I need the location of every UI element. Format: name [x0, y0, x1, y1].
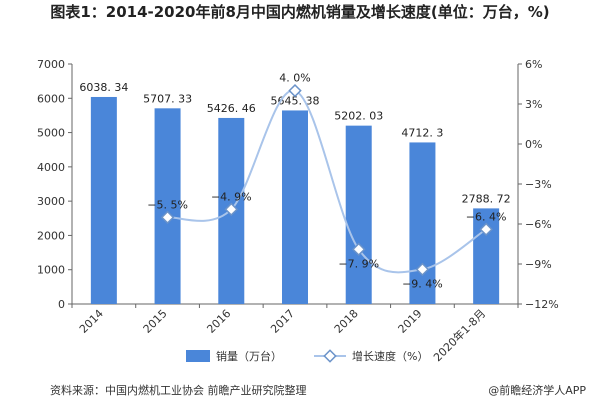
- left-tick-label: 2000: [37, 229, 65, 242]
- growth-value-label: −7. 9%: [338, 257, 379, 270]
- growth-point: [288, 83, 302, 98]
- x-tick-label: 2019: [396, 307, 425, 336]
- bar-value-label: 5426. 46: [207, 102, 256, 115]
- source-note: 资料来源：中国内燃机工业协会 前瞻产业研究院整理: [50, 384, 307, 397]
- x-tick-label: 2020年1-8月: [430, 306, 488, 364]
- bar-value-label: 4712. 3: [401, 126, 443, 139]
- growth-value-label: 4. 0%: [279, 72, 310, 85]
- x-tick-label: 2018: [332, 307, 361, 336]
- growth-value-label: −5. 5%: [147, 198, 188, 211]
- left-tick-label: 6000: [37, 92, 65, 105]
- left-tick-label: 3000: [37, 195, 65, 208]
- bar-value-label: 5707. 33: [143, 92, 192, 105]
- footer: 资料来源：中国内燃机工业协会 前瞻产业研究院整理 @前瞻经济学人APP: [0, 382, 600, 400]
- bar: [90, 96, 117, 305]
- left-tick-label: 0: [58, 298, 65, 311]
- growth-value-label: −4. 9%: [211, 190, 252, 203]
- x-tick-label: 2016: [204, 307, 233, 336]
- legend-line-marker: [323, 349, 337, 363]
- legend-bar-swatch: [186, 350, 210, 362]
- right-tick-label: −12%: [525, 298, 559, 311]
- growth-line: [167, 89, 487, 274]
- chart-title: 图表1：2014-2020年前8月中国内燃机销量及增长速度(单位：万台，%): [50, 3, 550, 21]
- right-tick-label: −6%: [525, 218, 552, 231]
- right-tick-label: 6%: [525, 58, 542, 71]
- bar-value-label: 6038. 34: [79, 81, 128, 94]
- growth-point: [351, 242, 366, 257]
- legend-bar-label: 销量（万台）: [216, 349, 282, 363]
- bar: [282, 110, 308, 304]
- legend-line-label: 增长速度（%）: [352, 349, 428, 363]
- bar-value-label: 5202. 03: [334, 110, 383, 123]
- growth-point: [479, 222, 493, 237]
- right-tick-label: 3%: [525, 98, 542, 111]
- x-tick-label: 2015: [141, 307, 170, 336]
- brand-credit: @前瞻经济学人APP: [488, 384, 586, 397]
- x-tick-label: 2017: [268, 307, 297, 336]
- growth-point: [224, 202, 239, 217]
- chart: 0 1000 2000 3000 4000 5000 6000 7000 −12% −9% −6% −…: [37, 58, 559, 364]
- growth-point: [415, 262, 430, 277]
- right-tick-label: −3%: [525, 178, 552, 191]
- bar: [345, 125, 372, 304]
- bar: [154, 108, 181, 304]
- right-tick-label: −9%: [525, 258, 552, 271]
- bar: [409, 142, 436, 304]
- right-tick-label: 0%: [525, 138, 542, 151]
- left-tick-label: 4000: [37, 161, 65, 174]
- growth-value-label: −6. 4%: [466, 210, 507, 223]
- left-tick-label: 7000: [37, 58, 65, 71]
- growth-value-label: −9. 4%: [402, 277, 443, 290]
- left-tick-label: 5000: [37, 127, 65, 140]
- left-tick-label: 1000: [37, 264, 65, 277]
- growth-point: [160, 210, 175, 225]
- x-tick-label: 2014: [77, 307, 106, 336]
- bar-value-label: 2788. 72: [462, 192, 511, 205]
